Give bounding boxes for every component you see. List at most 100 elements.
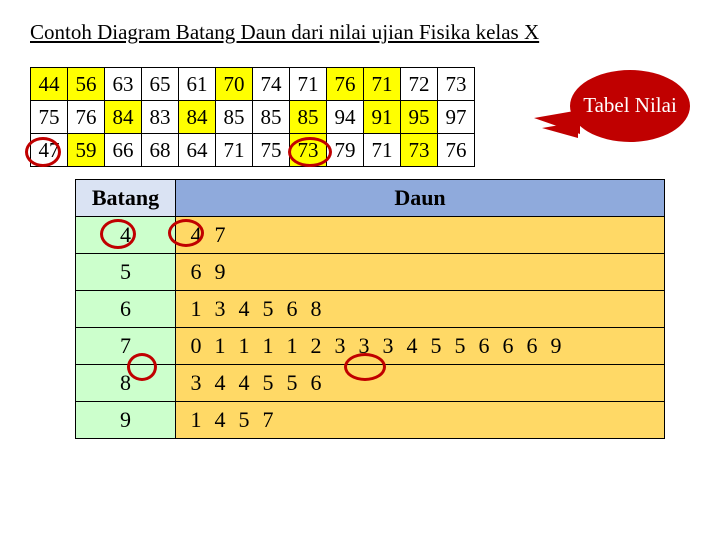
nilai-cell: 83 [142, 101, 179, 134]
nilai-cell: 85 [290, 101, 327, 134]
daun-value: 9 [544, 333, 568, 359]
daun-value: 4 [208, 407, 232, 433]
daun-value: 0 [184, 333, 208, 359]
stemleaf-header-row: Batang Daun [76, 180, 665, 217]
nilai-cell: 71 [364, 68, 401, 101]
nilai-cell: 76 [68, 101, 105, 134]
nilai-table: 4456636561707471767172737576848384858585… [30, 67, 475, 167]
callout-bubble: Tabel Nilai [570, 70, 690, 142]
daun-value: 4 [232, 370, 256, 396]
daun-value: 3 [184, 370, 208, 396]
batang-cell: 4 [76, 217, 176, 254]
daun-value: 3 [352, 333, 376, 359]
nilai-cell: 94 [327, 101, 364, 134]
daun-cell: 69 [176, 254, 665, 291]
daun-value: 2 [304, 333, 328, 359]
nilai-cell: 44 [31, 68, 68, 101]
nilai-cell: 56 [68, 68, 105, 101]
daun-value: 1 [232, 333, 256, 359]
nilai-cell: 64 [179, 134, 216, 167]
nilai-cell: 71 [216, 134, 253, 167]
batang-cell: 7 [76, 328, 176, 365]
page-title: Contoh Diagram Batang Daun dari nilai uj… [30, 20, 690, 45]
daun-value: 4 [400, 333, 424, 359]
daun-value: 9 [208, 259, 232, 285]
nilai-cell: 63 [105, 68, 142, 101]
stemleaf-row: 8344556 [76, 365, 665, 402]
daun-value: 4 [208, 370, 232, 396]
callout: Tabel Nilai [570, 70, 690, 142]
callout-tail2 [542, 122, 578, 138]
daun-value: 5 [256, 370, 280, 396]
daun-value: 4 [184, 222, 208, 248]
daun-value: 8 [304, 296, 328, 322]
nilai-cell: 47 [31, 134, 68, 167]
stemleaf-table: Batang Daun 4475696134568701111233345566… [75, 179, 665, 439]
daun-value: 3 [376, 333, 400, 359]
nilai-cell: 75 [31, 101, 68, 134]
nilai-cell: 73 [290, 134, 327, 167]
table-row: 445663656170747176717273 [31, 68, 475, 101]
batang-cell: 9 [76, 402, 176, 439]
stemleaf-row: 6134568 [76, 291, 665, 328]
nilai-table-wrapper: 4456636561707471767172737576848384858585… [30, 67, 475, 167]
daun-value: 6 [520, 333, 544, 359]
nilai-cell: 84 [105, 101, 142, 134]
nilai-cell: 74 [253, 68, 290, 101]
table-row: 475966686471757379717376 [31, 134, 475, 167]
stemleaf-row: 91457 [76, 402, 665, 439]
stemleaf-body: 4475696134568701111233345566698344556914… [76, 217, 665, 439]
nilai-cell: 76 [327, 68, 364, 101]
nilai-cell: 61 [179, 68, 216, 101]
daun-cell: 1457 [176, 402, 665, 439]
batang-cell: 6 [76, 291, 176, 328]
nilai-cell: 79 [327, 134, 364, 167]
nilai-cell: 65 [142, 68, 179, 101]
daun-header: Daun [176, 180, 665, 217]
nilai-cell: 66 [105, 134, 142, 167]
daun-cell: 134568 [176, 291, 665, 328]
nilai-cell: 91 [364, 101, 401, 134]
daun-value: 6 [496, 333, 520, 359]
daun-value: 6 [184, 259, 208, 285]
stemleaf-row: 447 [76, 217, 665, 254]
daun-value: 5 [256, 296, 280, 322]
daun-value: 1 [256, 333, 280, 359]
batang-cell: 5 [76, 254, 176, 291]
daun-value: 1 [280, 333, 304, 359]
nilai-cell: 76 [438, 134, 475, 167]
daun-value: 6 [472, 333, 496, 359]
daun-value: 4 [232, 296, 256, 322]
daun-value: 1 [184, 407, 208, 433]
nilai-cell: 71 [364, 134, 401, 167]
daun-value: 6 [280, 296, 304, 322]
nilai-cell: 68 [142, 134, 179, 167]
daun-value: 3 [328, 333, 352, 359]
nilai-cell: 72 [401, 68, 438, 101]
stemleaf-row: 569 [76, 254, 665, 291]
stemleaf-row: 70111123334556669 [76, 328, 665, 365]
batang-cell: 8 [76, 365, 176, 402]
daun-value: 5 [280, 370, 304, 396]
daun-value: 7 [256, 407, 280, 433]
daun-value: 5 [424, 333, 448, 359]
nilai-cell: 85 [253, 101, 290, 134]
nilai-cell: 84 [179, 101, 216, 134]
nilai-cell: 73 [438, 68, 475, 101]
batang-header: Batang [76, 180, 176, 217]
daun-cell: 344556 [176, 365, 665, 402]
daun-value: 5 [448, 333, 472, 359]
daun-cell: 0111123334556669 [176, 328, 665, 365]
daun-cell: 47 [176, 217, 665, 254]
daun-value: 1 [184, 296, 208, 322]
daun-value: 7 [208, 222, 232, 248]
daun-value: 3 [208, 296, 232, 322]
nilai-cell: 70 [216, 68, 253, 101]
daun-value: 5 [232, 407, 256, 433]
nilai-cell: 97 [438, 101, 475, 134]
callout-text: Tabel Nilai [583, 93, 677, 118]
nilai-cell: 71 [290, 68, 327, 101]
nilai-cell: 73 [401, 134, 438, 167]
nilai-cell: 95 [401, 101, 438, 134]
table-row: 757684838485858594919597 [31, 101, 475, 134]
